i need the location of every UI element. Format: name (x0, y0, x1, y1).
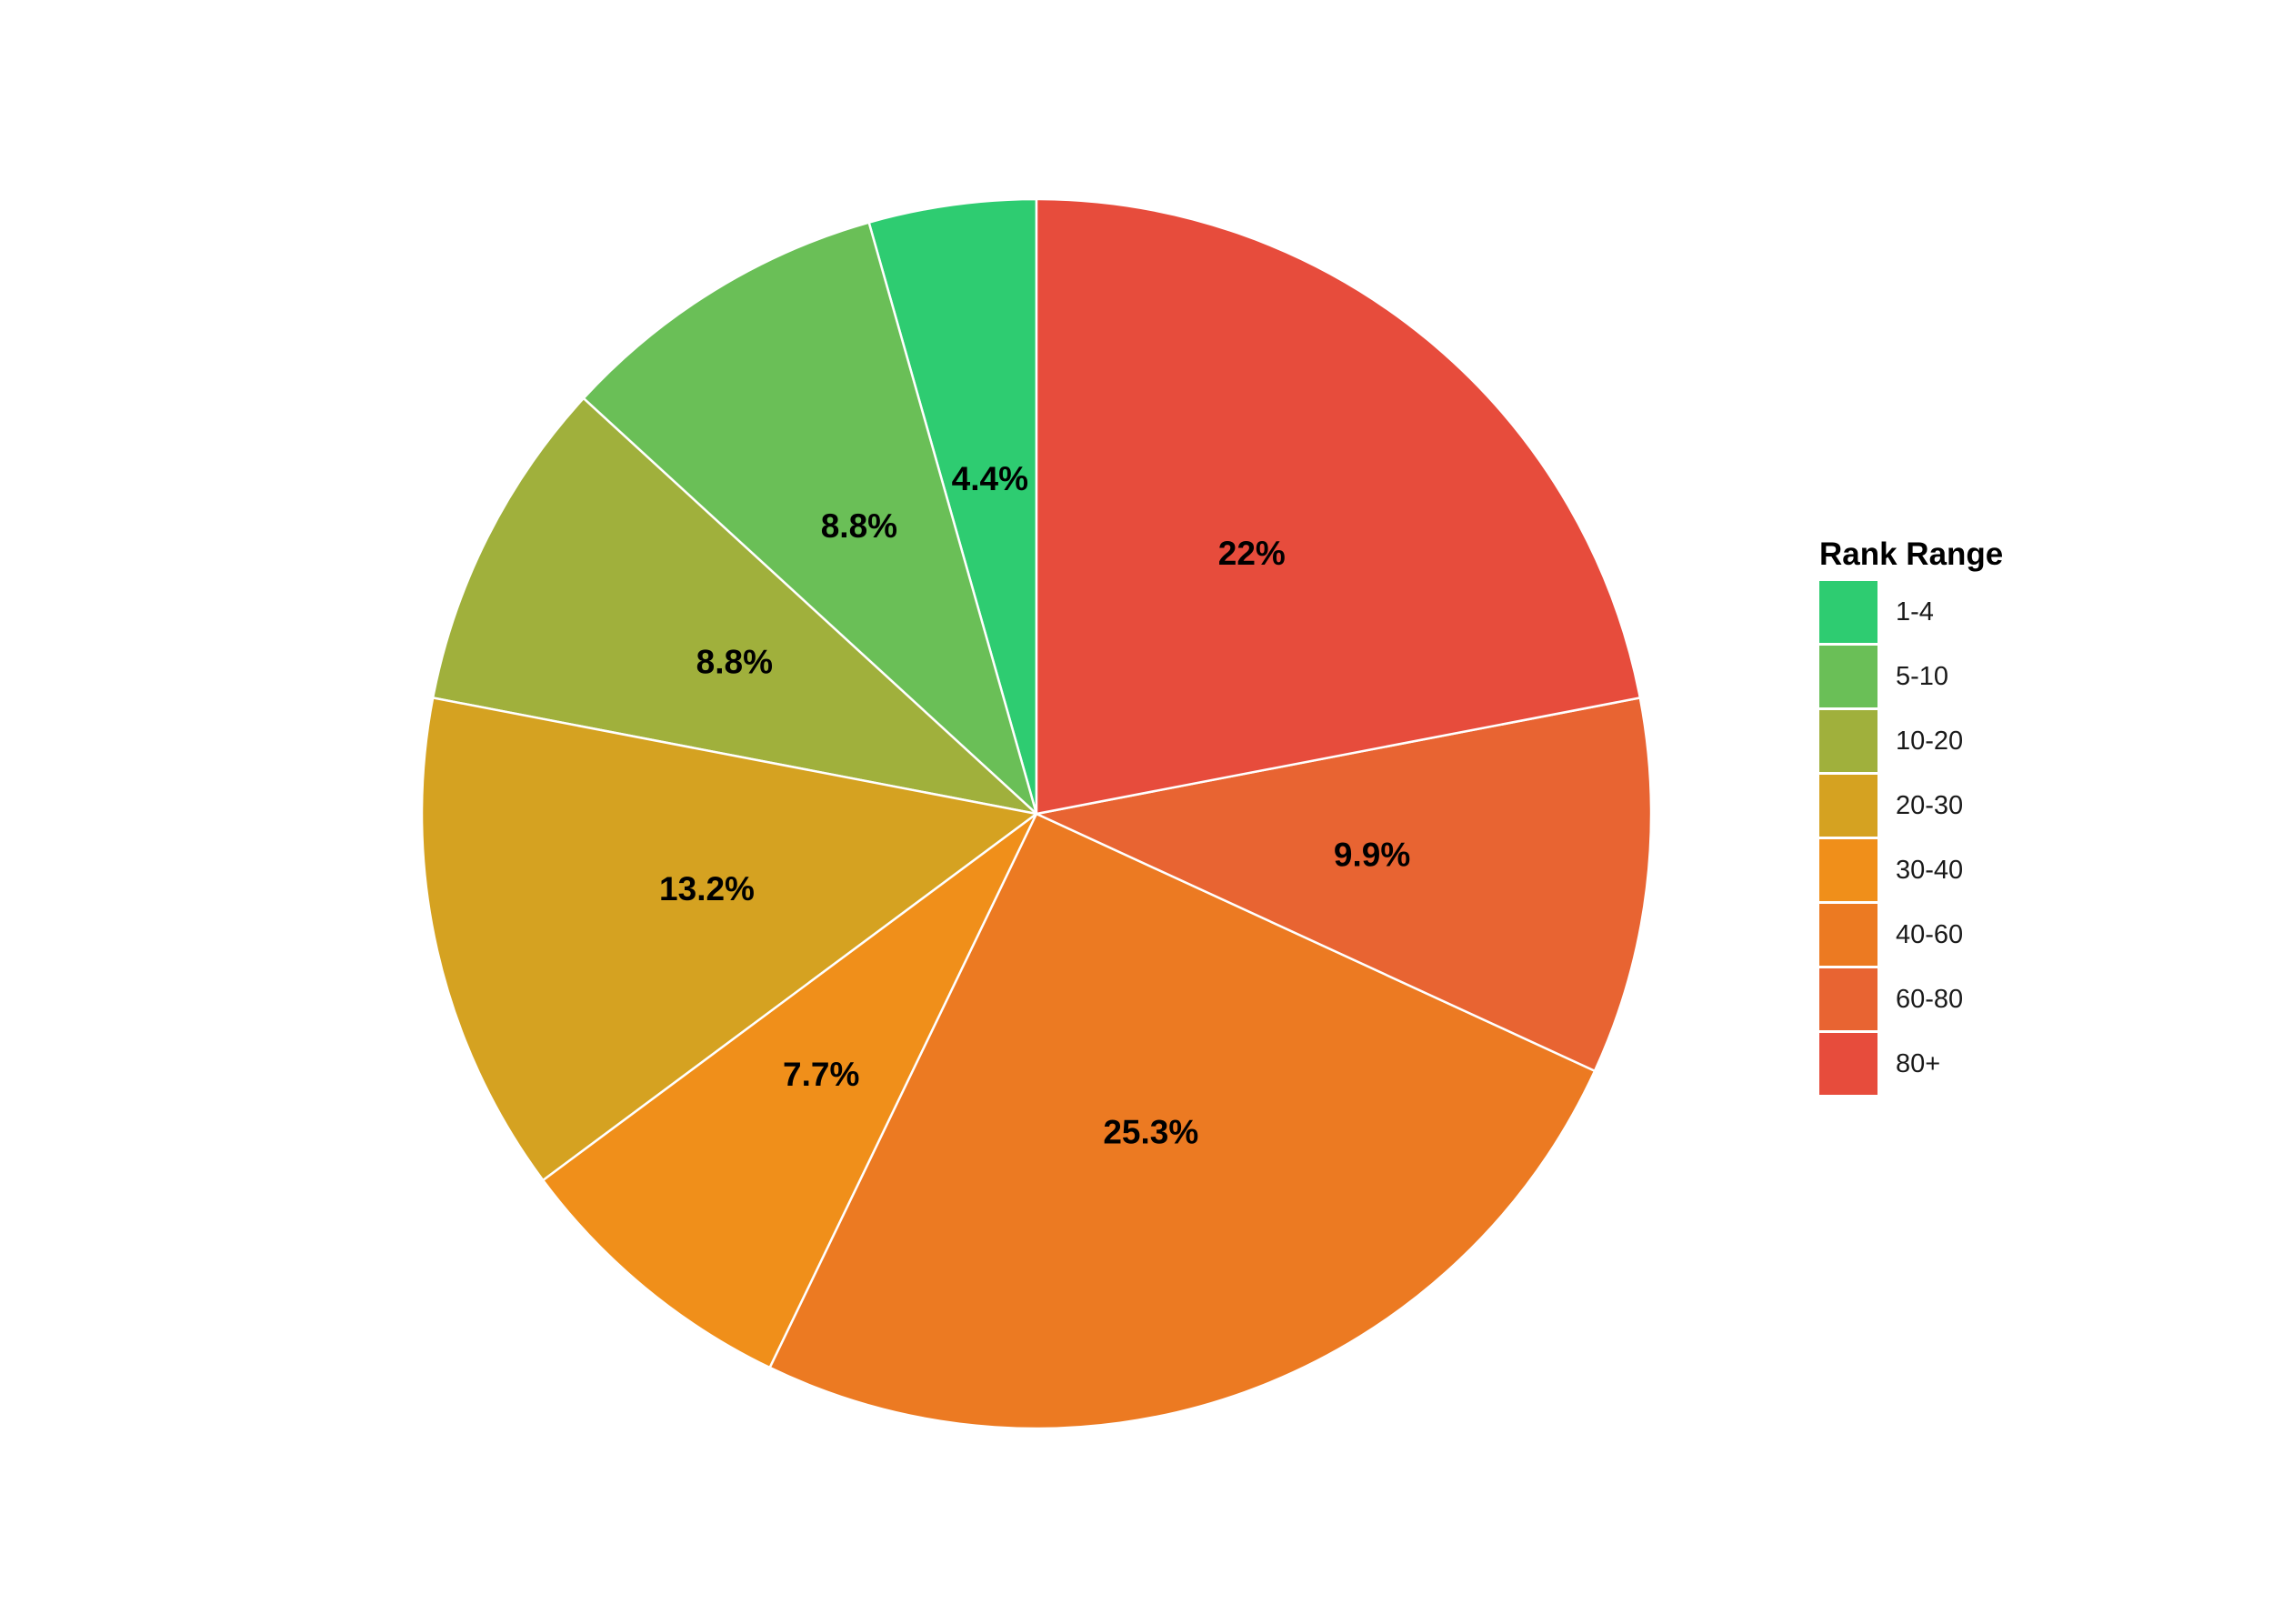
legend-label-1-4: 1-4 (1896, 597, 1934, 627)
pie-slice-20-30 (420, 696, 1040, 1182)
legend-title: Rank Range (1819, 536, 2003, 572)
pie-slice-label-20-30: 13.2% (659, 870, 755, 907)
legend: Rank Range 1-4 5-10 10-20 20-30 30-40 40-60 60… (1819, 536, 2003, 1095)
legend-swatch-1-4 (1819, 581, 1877, 643)
legend-label-60-80: 60-80 (1896, 985, 1963, 1014)
pie-slice-label-60-80: 9.9% (1334, 836, 1410, 873)
pie-slice-label-40-60: 25.3% (1103, 1113, 1198, 1150)
pie-slice-30-40 (541, 812, 1038, 1369)
legend-swatch-20-30 (1819, 775, 1877, 837)
legend-swatch-30-40 (1819, 839, 1877, 901)
pie-slice-80+ (1035, 197, 1642, 816)
legend-swatch-60-80 (1819, 968, 1877, 1030)
pie-slice-label-5-10: 8.8% (821, 507, 897, 545)
pie-slice-5-10 (582, 221, 1039, 817)
legend-swatch-10-20 (1819, 710, 1877, 772)
pie-slice-label-30-40: 7.7% (783, 1056, 859, 1093)
pie-slice-10-20 (431, 396, 1041, 817)
legend-label-30-40: 30-40 (1896, 856, 1963, 885)
pie-slice-label-10-20: 8.8% (696, 643, 773, 680)
legend-swatch-5-10 (1819, 646, 1877, 707)
legend-label-5-10: 5-10 (1896, 662, 1948, 691)
pie-slice-40-60 (768, 812, 1597, 1430)
legend-swatch-40-60 (1819, 904, 1877, 966)
pie-slice-label-80+: 22% (1218, 535, 1286, 572)
legend-label-20-30: 20-30 (1896, 791, 1963, 820)
pie-slice-60-80 (1032, 696, 1653, 1073)
pie-slice-label-1-4: 4.4% (952, 460, 1028, 497)
pie-slices (420, 197, 1653, 1430)
legend-items: 1-4 5-10 10-20 20-30 30-40 40-60 60-80 80+ (1819, 581, 1963, 1095)
legend-swatch-80+ (1819, 1033, 1877, 1095)
legend-label-80+: 80+ (1896, 1049, 1940, 1078)
legend-label-40-60: 40-60 (1896, 920, 1963, 949)
pie-slice-1-4 (867, 197, 1038, 815)
pie-slice-labels: 4.4% 8.8% 8.8% 13.2% 7.7% 25.3% 9.9% 22% (659, 460, 1410, 1150)
legend-label-10-20: 10-20 (1896, 727, 1963, 756)
